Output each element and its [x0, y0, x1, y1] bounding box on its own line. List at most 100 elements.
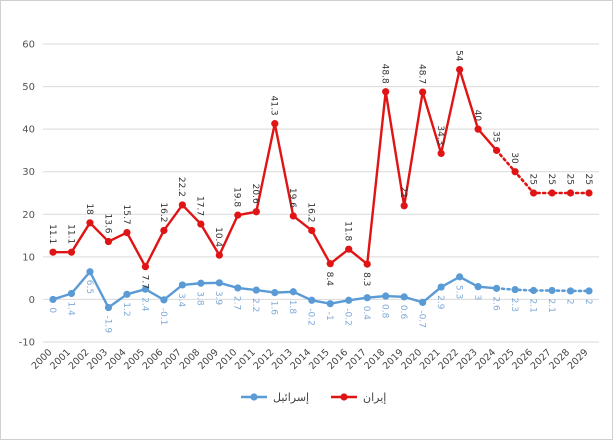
data-label: 2.2	[250, 298, 260, 312]
data-label: 11.8	[343, 221, 353, 241]
data-label: 48.7	[417, 64, 427, 84]
data-point	[141, 263, 150, 271]
data-point	[511, 168, 519, 176]
x-tick-label: 2029	[566, 347, 591, 372]
data-point	[585, 189, 593, 197]
data-label: 19.8	[232, 187, 242, 207]
data-label: 1.4	[65, 301, 75, 316]
gridlines	[43, 43, 599, 343]
data-point	[141, 285, 150, 293]
data-point	[326, 260, 334, 268]
data-label: 3.8	[195, 291, 205, 306]
data-label: 2.7	[232, 296, 242, 310]
data-point	[123, 228, 131, 237]
data-point	[271, 289, 279, 297]
data-point	[215, 251, 223, 259]
y-tick-label: 30	[22, 167, 35, 178]
data-label: 2.9	[435, 295, 445, 310]
data-point	[566, 189, 575, 197]
data-label: 0.6	[398, 305, 408, 320]
data-point	[345, 296, 353, 304]
series-lines	[52, 68, 591, 309]
data-point	[363, 294, 371, 302]
series-points	[49, 65, 593, 312]
data-label: 11.1	[47, 224, 57, 244]
data-label: 2.3	[509, 298, 519, 312]
data-label: 17.7	[195, 196, 205, 216]
data-point	[363, 260, 371, 268]
data-label: 18	[84, 203, 94, 215]
data-point	[160, 296, 168, 304]
data-point	[326, 300, 334, 308]
data-point	[419, 298, 427, 307]
data-label: 41.3	[269, 96, 279, 116]
data-label: 1.8	[287, 300, 297, 315]
data-label: 1.6	[269, 301, 279, 316]
data-label: 0	[47, 307, 57, 313]
data-point	[197, 279, 205, 287]
data-label: 5.3	[453, 285, 463, 299]
x-axis-ticks: 2000200120022003200420052006200720082009…	[30, 347, 591, 372]
legend-marker	[340, 393, 348, 401]
data-label: 35	[490, 131, 500, 142]
data-point	[400, 202, 408, 210]
data-label: 8.4	[324, 272, 334, 287]
data-label: 22	[398, 186, 408, 197]
data-label: 11.1	[65, 224, 75, 244]
data-point	[86, 268, 94, 276]
data-label: 25	[583, 174, 593, 185]
data-label: 25	[546, 174, 556, 185]
data-point	[67, 248, 76, 256]
data-point	[382, 292, 390, 300]
legend-label: إيران	[363, 391, 386, 404]
data-point	[178, 201, 186, 209]
data-label: 0.4	[361, 306, 371, 321]
y-tick-label: 20	[22, 210, 35, 221]
data-label: 25	[564, 174, 574, 185]
data-label: -1.9	[102, 316, 112, 334]
data-label: -1	[324, 312, 334, 321]
data-point	[492, 146, 501, 155]
data-label: 30	[509, 152, 519, 164]
data-point	[456, 65, 464, 74]
data-point	[308, 296, 316, 304]
data-point	[456, 273, 464, 281]
data-label: 48.8	[380, 64, 390, 84]
data-label: 20.6	[250, 184, 260, 204]
data-point	[437, 149, 445, 158]
data-label: 54	[453, 50, 463, 62]
data-point	[67, 289, 76, 298]
data-label: 2	[583, 299, 593, 305]
data-label: 3	[472, 295, 482, 301]
data-label: 22.2	[176, 177, 186, 197]
data-point	[382, 88, 390, 96]
data-label: 40	[472, 110, 482, 122]
data-point	[289, 288, 297, 296]
y-tick-label: 60	[22, 40, 35, 51]
data-point	[252, 286, 260, 294]
data-label: 2.6	[490, 296, 500, 311]
data-point	[529, 286, 538, 295]
data-label: 2.1	[527, 298, 537, 312]
data-point	[419, 88, 427, 96]
legend-label: إسرائيل	[273, 391, 309, 404]
y-axis-ticks: -10 0 10 20 30 40 50 60	[19, 40, 35, 349]
data-label: 19.6	[287, 188, 297, 208]
y-tick-label: 0	[29, 295, 35, 306]
data-point	[548, 286, 556, 295]
data-point	[252, 208, 260, 216]
data-point	[289, 212, 297, 220]
data-label: -0.1	[158, 308, 168, 326]
y-tick-label: 40	[22, 125, 35, 136]
data-label: 13.6	[102, 213, 112, 233]
data-point	[308, 226, 316, 235]
data-point	[160, 226, 168, 235]
data-point	[234, 284, 242, 292]
data-point	[345, 245, 353, 253]
data-point	[104, 237, 113, 246]
data-label: 3.4	[176, 293, 186, 308]
data-point	[474, 283, 482, 291]
